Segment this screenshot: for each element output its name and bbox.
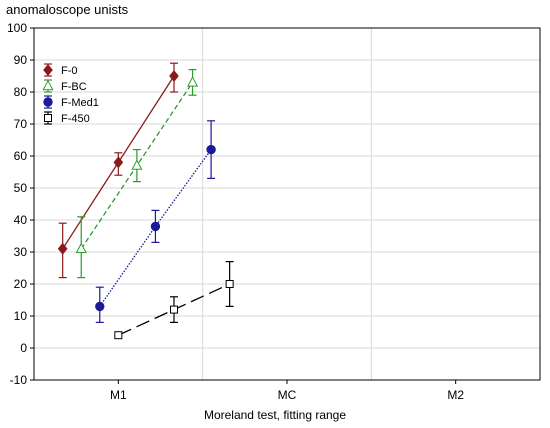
y-tick-label: 100 (7, 21, 27, 35)
y-tick-label: 70 (14, 117, 28, 131)
x-tick-label: M1 (110, 388, 127, 402)
y-tick-label: -10 (10, 373, 28, 387)
data-point (113, 156, 124, 169)
y-tick-label: 50 (14, 181, 28, 195)
data-point (150, 221, 161, 232)
legend-marker (43, 97, 53, 107)
y-tick-label: 30 (14, 245, 28, 259)
data-point (95, 301, 105, 312)
legend-label: F-450 (61, 113, 90, 125)
x-axis-label: Moreland test, fitting range (203, 408, 347, 422)
y-tick-label: 0 (20, 341, 27, 355)
y-tick-label: 90 (14, 53, 28, 67)
legend-marker (43, 64, 53, 76)
legend-marker (44, 114, 52, 122)
y-tick-label: 20 (14, 277, 28, 291)
x-tick-label: M2 (447, 388, 464, 402)
plot-area (34, 28, 540, 380)
legend-label: F-BC (61, 81, 87, 93)
y-axis-label: anomaloscope unists (6, 2, 129, 17)
data-point (169, 305, 178, 314)
y-tick-label: 40 (14, 213, 28, 227)
plot-border (33, 27, 541, 381)
data-point (75, 242, 87, 253)
y-tick-label: 10 (14, 309, 28, 323)
data-point (131, 159, 143, 170)
legend-label: F-Med1 (61, 97, 99, 109)
legend-marker (42, 79, 54, 91)
y-tick-label: 60 (14, 149, 28, 163)
x-tick-label: MC (278, 388, 297, 402)
y-tick-label: 80 (14, 85, 28, 99)
legend-label: F-0 (61, 65, 78, 77)
data-point (57, 242, 68, 255)
data-point (187, 76, 199, 87)
data-point (114, 331, 123, 340)
data-point (225, 280, 234, 288)
data-point (169, 70, 179, 82)
data-point (206, 144, 216, 155)
